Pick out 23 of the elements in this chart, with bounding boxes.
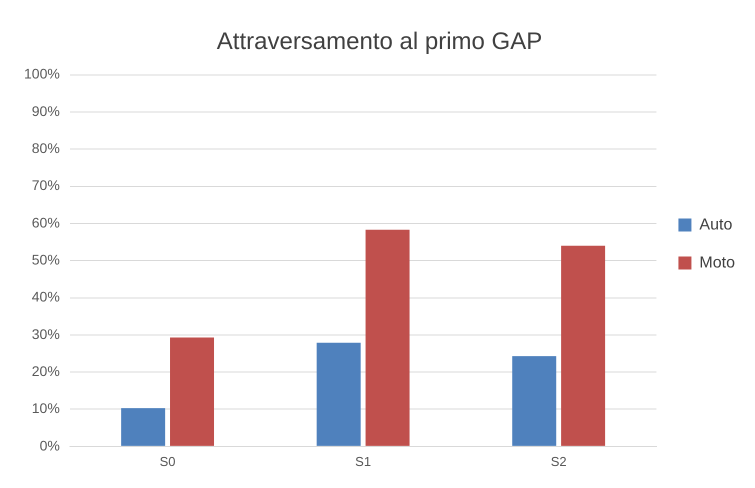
y-tick-label: 60% [32,214,60,230]
y-tick-label: 20% [32,362,60,379]
y-tick-label: 100% [24,66,60,82]
y-tick-label: 70% [32,177,60,194]
legend-label: Moto [699,254,736,272]
x-tick-label: S2 [550,454,567,469]
bar [121,408,166,446]
chart-title: Attraversamento al primo GAP [216,28,542,56]
y-tick-label: 0% [40,437,60,454]
y-tick-label: 90% [32,102,60,119]
bar [316,342,361,446]
y-tick-label: 80% [32,140,60,156]
x-tick-label: S0 [160,454,176,469]
bar [512,356,556,446]
y-tick-label: 10% [32,400,60,416]
y-tick-label: 30% [32,326,60,342]
legend-label: Auto [699,216,732,234]
bar [561,246,606,446]
bar [170,338,214,446]
x-tick-label: S1 [355,454,372,469]
bar [366,230,410,446]
y-tick-label: 50% [32,251,60,268]
y-tick-label: 40% [32,288,60,305]
